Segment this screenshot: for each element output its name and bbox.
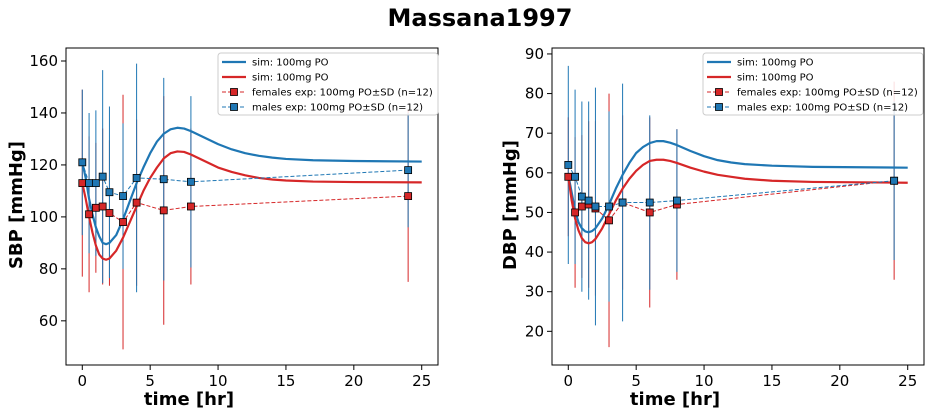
legend-marker — [715, 103, 723, 111]
data-point — [605, 216, 613, 225]
data-point — [645, 198, 654, 207]
legend-label: sim: 100mg PO — [252, 73, 329, 84]
axes-frame — [551, 47, 925, 366]
x-tick-label: 5 — [145, 372, 155, 390]
y-tick-label: 80 — [525, 85, 544, 103]
x-axis-label: time [hr] — [144, 389, 234, 410]
x-tick-label: 10 — [695, 372, 714, 390]
data-point — [618, 198, 627, 207]
data-point — [98, 172, 107, 181]
data-point — [564, 172, 573, 181]
x-tick-label: 25 — [898, 372, 917, 390]
data-point — [577, 192, 586, 201]
exp-line — [567, 176, 895, 222]
y-tick-label: 120 — [29, 156, 58, 174]
sim-line — [81, 150, 422, 261]
data-point — [645, 208, 654, 217]
data-point — [159, 206, 168, 215]
legend-marker — [230, 103, 238, 111]
x-axis-label: time [hr] — [630, 389, 720, 410]
legend-box — [217, 52, 439, 116]
legend-label: males exp: 100mg PO±SD (n=12) — [252, 103, 423, 114]
data-point — [187, 202, 195, 211]
data-point — [78, 158, 87, 167]
legend-label: sim: 100mg PO — [252, 58, 329, 69]
y-tick-label: 100 — [29, 208, 58, 226]
data-point — [91, 203, 100, 212]
y-axis-label: DBP [mmHg] — [500, 140, 521, 270]
data-point — [584, 196, 593, 205]
exp-line — [81, 162, 409, 197]
data-point — [119, 192, 127, 201]
sbp-panel: time [hr] SBP [mmHg] 0 5 10 15 20 25 60 80 100 12… — [6, 47, 439, 410]
axes-frame — [65, 47, 439, 366]
x-tick-label: 25 — [412, 372, 431, 390]
legend: sim: 100mg PO sim: 100mg PO females exp: 1… — [217, 52, 439, 116]
data-point — [673, 196, 681, 205]
data-point — [132, 174, 141, 182]
data-point — [119, 218, 127, 226]
data-point — [132, 198, 141, 207]
x-tick-label: 5 — [631, 372, 641, 390]
y-tick-label: 80 — [39, 260, 58, 278]
data-point — [404, 166, 413, 175]
data-point — [571, 172, 579, 181]
y-tick-label: 90 — [525, 45, 544, 63]
legend-label: females exp: 100mg PO±SD (n=12) — [737, 88, 918, 99]
data-point — [91, 179, 100, 188]
y-tick-label: 30 — [525, 283, 544, 301]
data-point — [577, 202, 586, 211]
data-point — [85, 179, 93, 188]
sim-line — [567, 158, 908, 245]
legend-label: sim: 100mg PO — [737, 73, 814, 84]
x-tick-label: 15 — [276, 372, 295, 390]
y-tick-label: 60 — [525, 164, 544, 182]
legend-box — [702, 52, 924, 116]
y-tick-label: 40 — [525, 243, 544, 261]
data-point — [159, 175, 168, 184]
exp-line — [567, 164, 895, 207]
legend-marker — [230, 88, 238, 96]
legend: sim: 100mg PO sim: 100mg PO females exp: 1… — [702, 52, 924, 116]
data-point — [564, 160, 573, 169]
data-point — [85, 210, 93, 219]
x-tick-label: 10 — [209, 372, 228, 390]
x-tick-label: 0 — [78, 372, 88, 390]
data-point — [98, 202, 107, 211]
x-tick-label: 15 — [762, 372, 781, 390]
data-point — [404, 192, 413, 201]
data-point — [105, 188, 114, 197]
legend-label: males exp: 100mg PO±SD (n=12) — [737, 103, 908, 114]
y-tick-label: 60 — [39, 312, 58, 330]
dbp-panel: time [hr] DBP [mmHg] 0 5 10 15 20 25 20 30 40 50 6… — [500, 45, 925, 410]
legend-marker — [715, 88, 723, 96]
y-tick-label: 160 — [29, 52, 58, 70]
sim-line — [567, 140, 908, 234]
data-point — [605, 202, 613, 211]
legend-label: females exp: 100mg PO±SD (n=12) — [252, 88, 433, 99]
data-point — [187, 177, 195, 186]
data-point — [78, 179, 87, 188]
plot-area — [564, 65, 908, 348]
plot-area — [78, 63, 422, 350]
data-point — [105, 209, 114, 217]
data-point — [571, 208, 579, 217]
legend-label: sim: 100mg PO — [737, 58, 814, 69]
x-tick-label: 0 — [564, 372, 574, 390]
sim-line — [81, 126, 422, 246]
x-tick-label: 20 — [344, 372, 363, 390]
data-point — [890, 176, 899, 185]
y-tick-label: 20 — [525, 322, 544, 340]
y-tick-label: 70 — [525, 124, 544, 142]
figure-title: Massana1997 — [388, 4, 573, 32]
y-tick-label: 50 — [525, 203, 544, 221]
y-axis-label: SBP [mmHg] — [6, 141, 27, 269]
data-point — [591, 202, 600, 211]
y-tick-label: 140 — [29, 104, 58, 122]
x-tick-label: 20 — [830, 372, 849, 390]
